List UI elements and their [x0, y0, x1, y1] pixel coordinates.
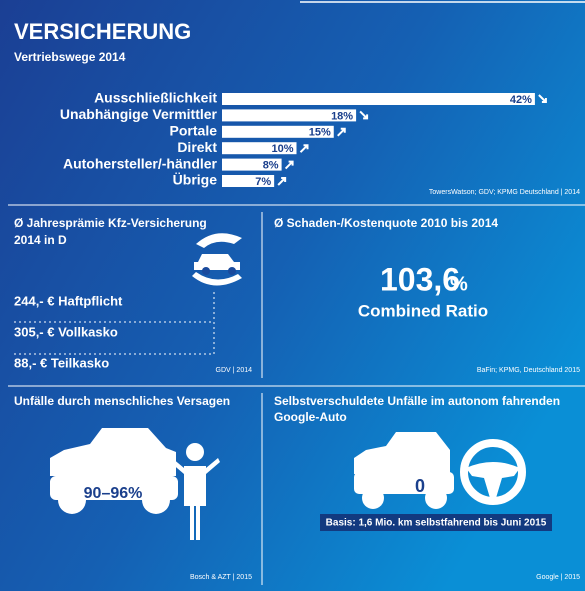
premium-item: 244,- € Haftpflicht	[14, 293, 123, 308]
panel-title: Ø Jahresprämie Kfz-Versicherung	[14, 216, 207, 230]
category-label: Unabhängige Vermittler	[60, 106, 218, 122]
caption: Combined Ratio	[358, 301, 488, 320]
dotted-connector	[14, 292, 215, 355]
bar-chart: Ausschließlichkeit 42% Unabhängige Vermitt…	[60, 90, 547, 188]
source: BaFin; KPMG, Deutschland 2015	[477, 367, 580, 374]
car-icon	[354, 432, 454, 509]
title: VERSICHERUNG	[14, 19, 191, 44]
trend-arrow	[299, 144, 309, 153]
car-label: 90–96%	[84, 485, 143, 502]
bar	[222, 109, 357, 122]
panel-title: Unfälle durch menschliches Versagen	[14, 394, 230, 408]
value-label: 7%	[255, 176, 271, 188]
category-label: Übrige	[173, 172, 218, 188]
person-icon	[170, 443, 220, 540]
source: Google | 2015	[536, 574, 580, 581]
unit: %	[450, 273, 468, 295]
category-label: Autohersteller/-händler	[63, 155, 218, 171]
value-label: 42%	[510, 94, 532, 106]
trend-arrow	[359, 110, 369, 120]
bar	[222, 125, 334, 138]
category-label: Ausschließlichkeit	[94, 90, 217, 106]
source: TowersWatson; GDV; KPMG Deutschland | 20…	[429, 189, 580, 196]
value-label: 8%	[263, 160, 279, 172]
premium-item: 88,- € Teilkasko	[14, 355, 109, 370]
category-label: Portale	[170, 123, 218, 139]
panel-title: Ø Schaden-/Kostenquote 2010 bis 2014	[274, 216, 498, 230]
bar	[222, 142, 297, 155]
car-icon	[50, 428, 178, 514]
value-label: 10%	[271, 143, 293, 155]
source: GDV | 2014	[216, 367, 253, 374]
note-box	[320, 514, 552, 531]
bar	[222, 175, 275, 187]
subtitle: Vertriebswege 2014	[14, 50, 126, 64]
panel-title: 2014 in D	[14, 233, 67, 247]
big-number: 103,6	[380, 261, 460, 297]
bar	[222, 158, 282, 171]
panel-title: Selbstverschuldete Unfälle im autonom fa…	[274, 394, 560, 408]
car-label: 0	[415, 476, 425, 496]
category-label: Direkt	[177, 139, 217, 155]
panel-title: Google-Auto	[274, 410, 347, 424]
car-hands-icon	[192, 233, 242, 286]
trend-arrow	[337, 127, 346, 137]
bar	[222, 93, 535, 105]
trend-arrow	[538, 94, 547, 103]
note: Basis: 1,6 Mio. km selbstfahrend bis Jun…	[326, 518, 547, 529]
premium-item: 305,- € Vollkasko	[14, 324, 118, 339]
trend-arrow	[284, 160, 294, 170]
source: Bosch & AZT | 2015	[190, 574, 252, 581]
value-label: 15%	[309, 127, 331, 139]
trend-arrow	[277, 177, 287, 186]
steering-wheel-icon	[460, 439, 526, 505]
value-label: 18%	[331, 110, 353, 122]
